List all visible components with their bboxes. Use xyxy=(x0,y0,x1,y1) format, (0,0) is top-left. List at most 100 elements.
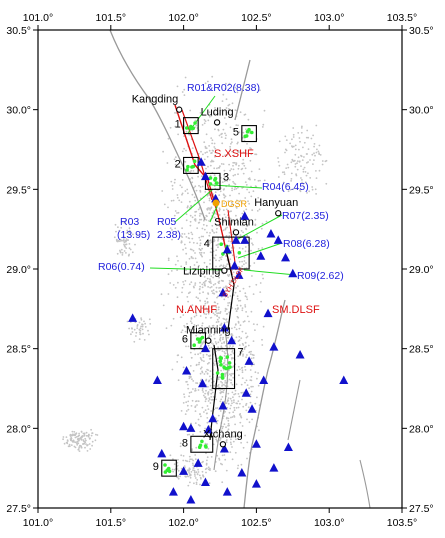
seismic-event xyxy=(201,327,204,330)
seismic-event xyxy=(215,407,217,409)
seismic-event xyxy=(246,188,249,191)
seismic-event xyxy=(193,324,196,326)
seismic-event xyxy=(309,159,311,161)
seismic-event xyxy=(321,163,324,166)
cluster-event xyxy=(193,121,197,125)
seismic-event xyxy=(141,325,144,328)
seismic-event xyxy=(249,401,252,404)
seismic-event xyxy=(238,344,241,346)
seismic-event xyxy=(238,131,241,134)
seismic-event xyxy=(217,246,219,249)
seismic-event xyxy=(255,253,257,256)
seismic-event xyxy=(233,393,236,396)
y-tick-label-left: 27.5° xyxy=(6,503,31,515)
seismic-event xyxy=(225,107,228,109)
seismic-event xyxy=(217,414,220,417)
seismic-event xyxy=(210,346,213,349)
seismic-event xyxy=(181,291,183,294)
seismic-event xyxy=(200,415,202,418)
seismic-event xyxy=(228,235,231,237)
seismic-event xyxy=(295,187,298,190)
seismic-event xyxy=(225,417,228,420)
seismic-event xyxy=(214,341,217,343)
seismic-event xyxy=(229,295,232,297)
seismic-event xyxy=(262,325,265,328)
seismic-event xyxy=(125,238,128,240)
seismic-event xyxy=(201,227,204,230)
seismic-event xyxy=(195,382,197,384)
seismic-event xyxy=(206,459,208,462)
seismic-event xyxy=(149,323,152,325)
seismic-event xyxy=(210,160,213,163)
seismic-event xyxy=(214,151,217,154)
seismic-event xyxy=(188,200,191,203)
seismic-event xyxy=(215,429,218,432)
seismic-event xyxy=(243,260,246,262)
seismic-event xyxy=(258,168,261,171)
seismic-event xyxy=(215,398,218,401)
seismic-event xyxy=(229,373,231,376)
seismic-event xyxy=(171,368,174,371)
seismic-event xyxy=(312,163,314,166)
seismic-event xyxy=(225,208,228,211)
seismic-event xyxy=(206,301,209,304)
seismic-event xyxy=(169,454,172,457)
box-label-2: 2 xyxy=(175,158,181,170)
seismic-event xyxy=(238,395,241,398)
seismic-event xyxy=(221,142,224,145)
seismic-event xyxy=(237,167,240,170)
seismic-event xyxy=(191,233,194,236)
seismic-event xyxy=(211,212,214,214)
seismic-event xyxy=(208,207,211,210)
seismic-event xyxy=(228,103,231,106)
cluster-event xyxy=(197,340,202,344)
seismic-event xyxy=(306,161,308,164)
x-tick-label-bottom: 103.5° xyxy=(387,517,417,529)
seismic-event xyxy=(194,400,197,403)
seismic-event xyxy=(224,375,226,378)
seismic-event xyxy=(228,311,231,314)
seismic-event xyxy=(318,153,321,156)
seismic-event xyxy=(287,166,290,169)
seismic-event xyxy=(139,333,142,336)
seismic-event xyxy=(250,375,253,378)
seismic-event xyxy=(227,422,230,425)
seismic-event xyxy=(181,186,183,189)
box-5 xyxy=(241,125,257,143)
seismic-event xyxy=(234,109,237,111)
seismic-event xyxy=(148,318,151,321)
seismic-event xyxy=(242,231,245,234)
seismic-event xyxy=(318,144,321,147)
cluster-event xyxy=(250,130,254,135)
seismic-event xyxy=(199,239,202,242)
station-triangle xyxy=(244,356,254,365)
seismic-event xyxy=(260,227,263,230)
seismic-event xyxy=(125,247,128,250)
seismic-event xyxy=(244,295,247,298)
dgsr-marker xyxy=(212,199,220,207)
seismic-event xyxy=(304,181,307,184)
seismic-event xyxy=(135,335,137,337)
y-tick-label-left: 30.5° xyxy=(6,25,31,37)
seismic-event xyxy=(236,285,239,287)
seismic-event xyxy=(189,476,192,479)
seismic-event xyxy=(290,172,293,175)
seismic-event xyxy=(190,318,193,320)
seismic-event xyxy=(208,310,211,313)
seismic-event xyxy=(220,218,222,221)
seismic-event xyxy=(240,229,243,232)
seismic-event xyxy=(190,231,193,234)
seismic-event xyxy=(298,148,300,151)
seismic-event xyxy=(242,131,245,134)
label-r03: R03 xyxy=(120,216,139,228)
seismic-event xyxy=(226,406,229,409)
cluster-event xyxy=(185,168,189,172)
seismic-event xyxy=(203,312,206,315)
seismic-event xyxy=(187,400,190,403)
seismic-event xyxy=(191,147,194,150)
seismic-event xyxy=(218,194,221,197)
seismic-event xyxy=(184,280,187,282)
seismic-event xyxy=(206,310,209,313)
seismic-event xyxy=(247,178,250,180)
seismic-event xyxy=(199,309,202,312)
